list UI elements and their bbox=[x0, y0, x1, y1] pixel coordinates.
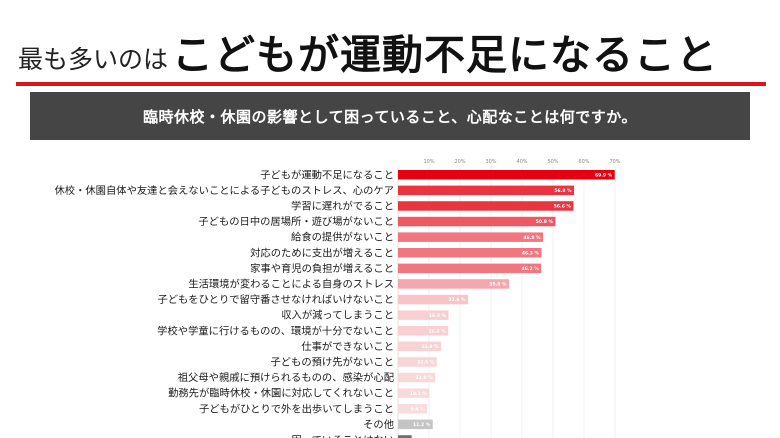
value-label: 56.6 % bbox=[554, 204, 572, 210]
value-label: 13.9 % bbox=[421, 344, 439, 350]
tick-label: 70% bbox=[609, 159, 620, 165]
bar bbox=[398, 310, 449, 320]
value-label: 11.2 % bbox=[413, 422, 431, 428]
category-label: 学習に遅れがでること bbox=[291, 200, 394, 213]
category-label: 生活環境が変わることによる自身のストレス bbox=[188, 278, 394, 291]
value-label: 10.1 % bbox=[410, 391, 428, 397]
category-label: 休校・休園自体や友達と会えないことによる子どものストレス、心のケア bbox=[55, 184, 395, 197]
tick-label: 30% bbox=[485, 159, 496, 165]
value-label: 50.8 % bbox=[536, 219, 554, 225]
category-label: 対応のために支出が増えること bbox=[250, 246, 394, 259]
bar bbox=[398, 388, 430, 398]
tick-label: 50% bbox=[547, 159, 558, 165]
category-label: 学校や学童に行けるものの、環境が十分でないこと bbox=[157, 324, 394, 337]
chart-bars bbox=[398, 170, 615, 438]
category-label: 子どもの預け先がないこと bbox=[270, 356, 394, 369]
value-label: 16.3 % bbox=[429, 313, 447, 319]
headline: 最も多いのは こどもが運動不足になること bbox=[18, 18, 768, 78]
bar bbox=[398, 279, 509, 289]
bar bbox=[398, 185, 575, 196]
chart-value-labels: 69.9 % 56.8 % 56.6 % 50.8 % 46.8 % 46.3 % 46.2… bbox=[410, 172, 613, 438]
question-text: 臨時休校・休園の影響として困っていること、心配なことは何ですか。 bbox=[143, 107, 637, 126]
bar bbox=[398, 357, 437, 367]
value-label: 46.8 % bbox=[523, 235, 541, 241]
bar-chart: 10% 20% 30% 40% 50% 60% 70% 子どもが運動不足になること休校・休園… bbox=[55, 159, 621, 438]
bar bbox=[398, 232, 544, 242]
category-label: 祖父母や親戚に預けられるものの、感染が心配 bbox=[178, 371, 394, 384]
category-label: 子どもが運動不足になること bbox=[260, 168, 394, 181]
bar bbox=[398, 263, 542, 274]
value-label: 56.8 % bbox=[554, 188, 572, 194]
tick-label: 60% bbox=[578, 159, 589, 165]
bar bbox=[398, 435, 412, 438]
chart-grid bbox=[397, 166, 616, 438]
bar bbox=[398, 201, 574, 211]
question-banner: 臨時休校・休園の影響として困っていること、心配なことは何ですか。 bbox=[30, 92, 750, 140]
value-label: 35.8 % bbox=[489, 282, 507, 288]
value-label: 46.2 % bbox=[522, 266, 540, 272]
bar bbox=[398, 216, 556, 227]
headline-lead: 最も多いのは bbox=[18, 45, 169, 74]
bar bbox=[398, 341, 442, 352]
category-label: 子どもがひとりで外を出歩いてしまうこと bbox=[199, 402, 394, 415]
category-label: 収入が減ってしまうこと bbox=[281, 309, 394, 322]
bar bbox=[398, 419, 433, 430]
bar bbox=[398, 248, 542, 258]
category-label: 給食の提供がないこと bbox=[291, 231, 394, 244]
category-label: 勤務先が臨時休校・休園に対応してくれないこと bbox=[168, 387, 394, 400]
chart-category-labels: 子どもが運動不足になること休校・休園自体や友達と会えないことによる子どものストレ… bbox=[55, 168, 395, 438]
tick-label: 40% bbox=[516, 159, 527, 165]
bar bbox=[398, 294, 469, 305]
tick-label: 20% bbox=[454, 159, 465, 165]
chart-ticks: 10% 20% 30% 40% 50% 60% 70% bbox=[423, 159, 620, 165]
value-label: 16.2 % bbox=[429, 328, 447, 334]
category-label: 子どもをひとりで留守番させなければいけないこと bbox=[157, 293, 394, 306]
tick-label: 10% bbox=[423, 159, 434, 165]
bar bbox=[398, 404, 428, 414]
value-label: 12.0 % bbox=[416, 375, 434, 381]
value-label: 9.4 % bbox=[411, 406, 426, 412]
category-label: 子どもの日中の居場所・遊び場がないこと bbox=[198, 215, 394, 228]
category-label: 仕事ができないこと bbox=[301, 340, 394, 353]
value-label: 69.9 % bbox=[595, 172, 613, 178]
category-label: 家事や育児の負担が増えること bbox=[250, 262, 394, 275]
bar bbox=[398, 326, 449, 336]
category-label: 困っていることはない bbox=[292, 435, 394, 438]
bar bbox=[398, 372, 436, 383]
headline-underline bbox=[16, 82, 766, 86]
headline-main: こどもが運動不足になること bbox=[172, 31, 719, 79]
bar bbox=[398, 170, 615, 180]
value-label: 46.3 % bbox=[522, 250, 540, 256]
category-label: その他 bbox=[363, 418, 394, 431]
value-label: 12.5 % bbox=[417, 360, 435, 366]
value-label: 22.6 % bbox=[448, 297, 466, 303]
